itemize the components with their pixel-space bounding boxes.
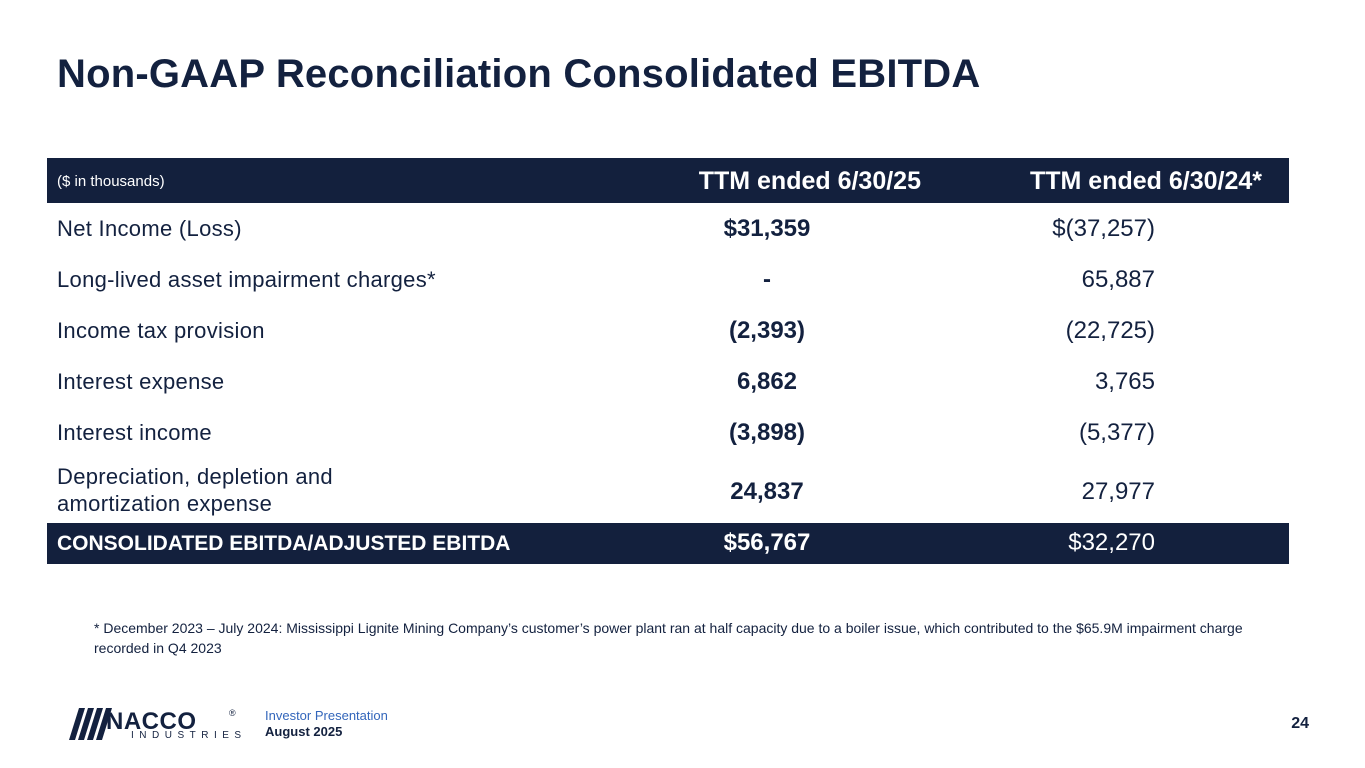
total-label: CONSOLIDATED EBITDA/ADJUSTED EBITDA xyxy=(57,532,511,555)
row-label: Interest expense xyxy=(57,369,225,394)
row-value-2024: (5,377) xyxy=(1078,419,1155,446)
footer-presentation-label: Investor Presentation xyxy=(265,708,388,723)
row-label: Depreciation, depletion and amortization… xyxy=(57,464,333,516)
page-title: Non-GAAP Reconciliation Consolidated EBI… xyxy=(57,52,981,96)
nacco-logo-mark-icon xyxy=(69,708,112,740)
row-label: Interest income xyxy=(57,420,212,445)
table-header: ($ in thousands) TTM ended 6/30/25 TTM e… xyxy=(47,158,1289,203)
ebitda-table: ($ in thousands) TTM ended 6/30/25 TTM e… xyxy=(47,158,1289,564)
table-row: Interest expense 6,862 3,765 xyxy=(47,356,1289,407)
footer-date: August 2025 xyxy=(265,724,343,739)
row-value-2025: $31,359 xyxy=(723,215,811,242)
row-label: Long-lived asset impairment charges* xyxy=(57,267,436,292)
column-header-ttm-2024: TTM ended 6/30/24* xyxy=(1029,167,1262,195)
table-row: Net Income (Loss) $31,359 $(37,257) xyxy=(47,203,1289,254)
table-row: Depreciation, depletion and amortization… xyxy=(47,458,1289,523)
column-header-ttm-2025: TTM ended 6/30/25 xyxy=(698,167,921,195)
page-number: 24 xyxy=(1291,715,1309,732)
total-value-2025: $56,767 xyxy=(723,529,811,556)
row-value-2024: 3,765 xyxy=(1094,368,1155,395)
row-value-2024: $(37,257) xyxy=(1052,215,1155,242)
table-row: Income tax provision (2,393) (22,725) xyxy=(47,305,1289,356)
row-label: Income tax provision xyxy=(57,318,265,343)
footnote: * December 2023 – July 2024: Mississippi… xyxy=(94,620,1243,656)
row-value-2024: 65,887 xyxy=(1081,266,1155,293)
units-label: ($ in thousands) xyxy=(57,173,165,190)
logo-subtitle: INDUSTRIES xyxy=(131,730,247,741)
row-value-2025: 6,862 xyxy=(736,368,798,395)
row-value-2025: (3,898) xyxy=(728,419,806,446)
table-row: Long-lived asset impairment charges* - 6… xyxy=(47,254,1289,305)
row-value-2025: 24,837 xyxy=(730,478,804,505)
total-value-2024: $32,270 xyxy=(1068,529,1155,556)
logo-wordmark: NACCO xyxy=(106,708,197,735)
row-label: Net Income (Loss) xyxy=(57,216,242,241)
row-value-2024: 27,977 xyxy=(1081,478,1155,505)
table-row: Interest income (3,898) (5,377) xyxy=(47,407,1289,458)
row-value-2025: (2,393) xyxy=(728,317,806,344)
row-value-2025: - xyxy=(763,266,771,293)
row-value-2024: (22,725) xyxy=(1065,317,1155,344)
registered-mark: ® xyxy=(229,708,236,718)
table-total-row: CONSOLIDATED EBITDA/ADJUSTED EBITDA $56,… xyxy=(47,523,1289,564)
